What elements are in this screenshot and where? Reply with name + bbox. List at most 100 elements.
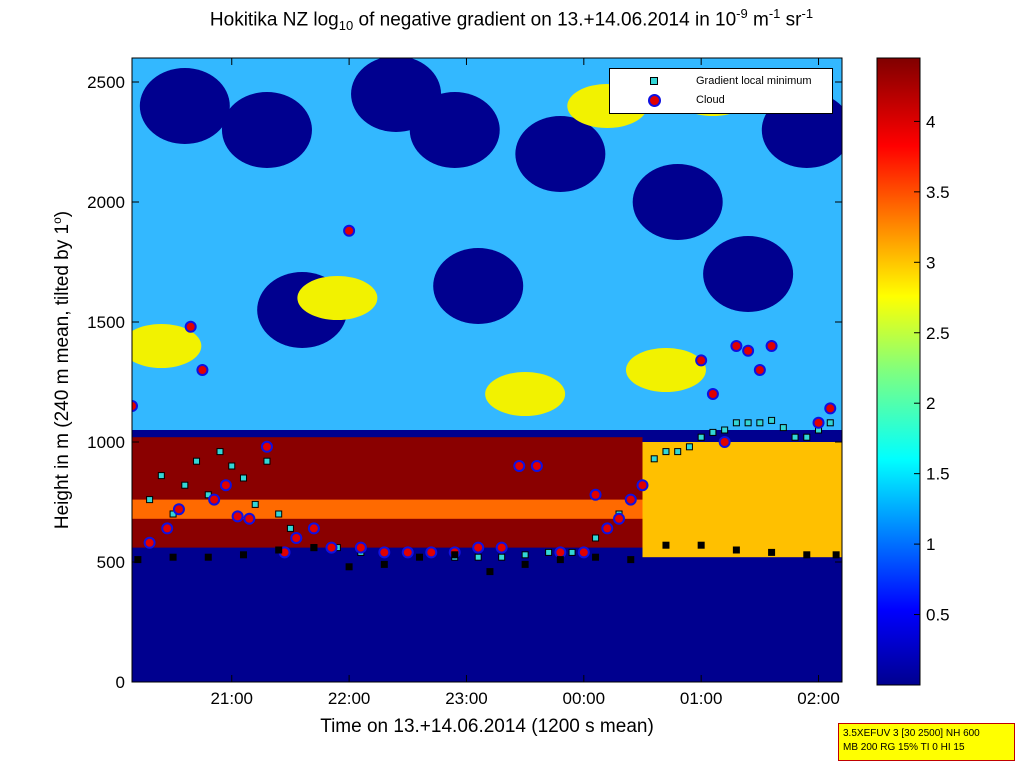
field-patch [297, 276, 378, 320]
boundary-marker [803, 551, 811, 559]
boundary-marker [662, 541, 670, 549]
title-sub: 10 [338, 18, 354, 34]
field-patch [703, 236, 794, 312]
colorbar-tick-label: 2 [926, 394, 935, 413]
gradient-marker [685, 443, 693, 451]
y-label-main: Height in m (240 m mean, tilted by 1 [52, 223, 74, 530]
gradient-marker [286, 524, 294, 532]
colorbar-tick-label: 2.5 [926, 324, 950, 343]
cloud-marker [513, 460, 526, 472]
field-patch [433, 248, 524, 324]
gradient-marker [732, 419, 740, 427]
field-patch [515, 116, 606, 192]
gradient-marker [650, 455, 658, 463]
gradient-marker [709, 428, 717, 436]
gradient-marker [263, 457, 271, 465]
y-tick-label: 2500 [87, 73, 125, 92]
boundary-marker [732, 546, 740, 554]
cloud-marker [325, 541, 338, 554]
boundary-marker [832, 551, 840, 559]
field-patch [132, 324, 202, 368]
cloud-marker [624, 493, 637, 506]
cloud-marker [495, 541, 508, 554]
cloud-marker [706, 388, 719, 400]
gradient-marker [674, 448, 682, 456]
gradient-marker [146, 496, 154, 504]
boundary-marker [134, 556, 142, 564]
cloud-marker [601, 522, 614, 535]
boundary-marker [310, 544, 318, 552]
info-line-1: 3.5XEFUV 3 [30 2500] NH 600 [843, 728, 980, 739]
y-tick-label: 1000 [87, 433, 125, 452]
title-prefix: Hokitika NZ log [209, 9, 339, 31]
gradient-marker [157, 472, 165, 480]
x-tick-label: 21:00 [210, 689, 253, 708]
title-sup2: -1 [768, 6, 781, 21]
colorbar-tick-label: 1 [926, 535, 935, 554]
field-patch [221, 92, 312, 168]
cloud-marker [765, 340, 778, 352]
y-tick-label: 0 [116, 673, 125, 692]
gradient-marker [826, 419, 834, 427]
cloud-marker [753, 364, 766, 376]
boundary-marker [486, 568, 494, 576]
gradient-marker [275, 510, 283, 518]
colorbar-tick-label: 3 [926, 253, 935, 272]
field-patch [485, 372, 566, 416]
x-tick-label: 00:00 [563, 689, 606, 708]
legend-label-gradient: Gradient local minimum [696, 75, 812, 87]
legend: Gradient local minimum Cloud [609, 68, 833, 114]
gradient-marker [592, 534, 600, 542]
boundary-marker [169, 553, 177, 561]
title-sup1: -9 [736, 6, 748, 21]
boundary-marker [380, 560, 388, 568]
colorbar-axis: 0.5 1 1.5 2 2.5 3 3.5 4 [914, 112, 950, 625]
y-label-degree: o [49, 217, 64, 224]
cloud-marker [577, 546, 590, 559]
boundary-marker [345, 563, 353, 571]
gradient-marker [662, 448, 670, 456]
cloud-marker [824, 402, 837, 415]
cloud-marker [589, 488, 602, 501]
cloud-marker [184, 320, 197, 333]
gradient-marker [779, 424, 787, 432]
cloud-marker [613, 512, 626, 525]
field-patch [625, 348, 706, 392]
cloud-marker [132, 400, 138, 412]
gradient-marker [791, 433, 799, 441]
cloud-marker [260, 440, 273, 453]
boundary-marker [275, 546, 283, 554]
legend-entry-gradient: Gradient local minimum [610, 73, 832, 91]
gradient-marker [721, 426, 729, 434]
x-axis-label: Time on 13.+14.06.2014 (1200 s mean) [320, 716, 654, 737]
cloud-marker [161, 522, 174, 535]
x-tick-label: 02:00 [797, 689, 840, 708]
colorbar-tick-label: 4 [926, 112, 935, 131]
legend-entry-cloud: Cloud [610, 92, 832, 110]
colorbar-tick-label: 1.5 [926, 465, 950, 484]
gradient-marker [474, 553, 482, 561]
boundary-marker [556, 556, 564, 564]
gradient-marker [697, 433, 705, 441]
title-middle: of negative gradient on 13.+14.06.2014 i… [353, 9, 737, 31]
x-axis: 21:00 22:00 23:00 00:00 01:00 02:00 [210, 58, 840, 708]
cloud-marker [812, 416, 825, 429]
title-sr: sr [780, 9, 802, 31]
field-patch [139, 68, 230, 144]
boundary-marker [239, 551, 247, 559]
cloud-marker [742, 344, 755, 357]
cloud-marker [425, 546, 438, 559]
heatmap-field [132, 58, 842, 682]
cloud-marker [472, 541, 485, 554]
field-boundary-top [132, 499, 643, 519]
cloud-marker [695, 354, 708, 367]
y-tick-label: 1500 [87, 313, 125, 332]
cloud-marker [730, 340, 743, 352]
colorbar [876, 57, 921, 686]
gradient-marker [498, 553, 506, 561]
gradient-marker [181, 481, 189, 489]
boundary-marker [768, 548, 776, 556]
plot-frame [131, 57, 843, 683]
y-axis-label: Height in m (240 m mean, tilted by 1o) [50, 211, 74, 529]
